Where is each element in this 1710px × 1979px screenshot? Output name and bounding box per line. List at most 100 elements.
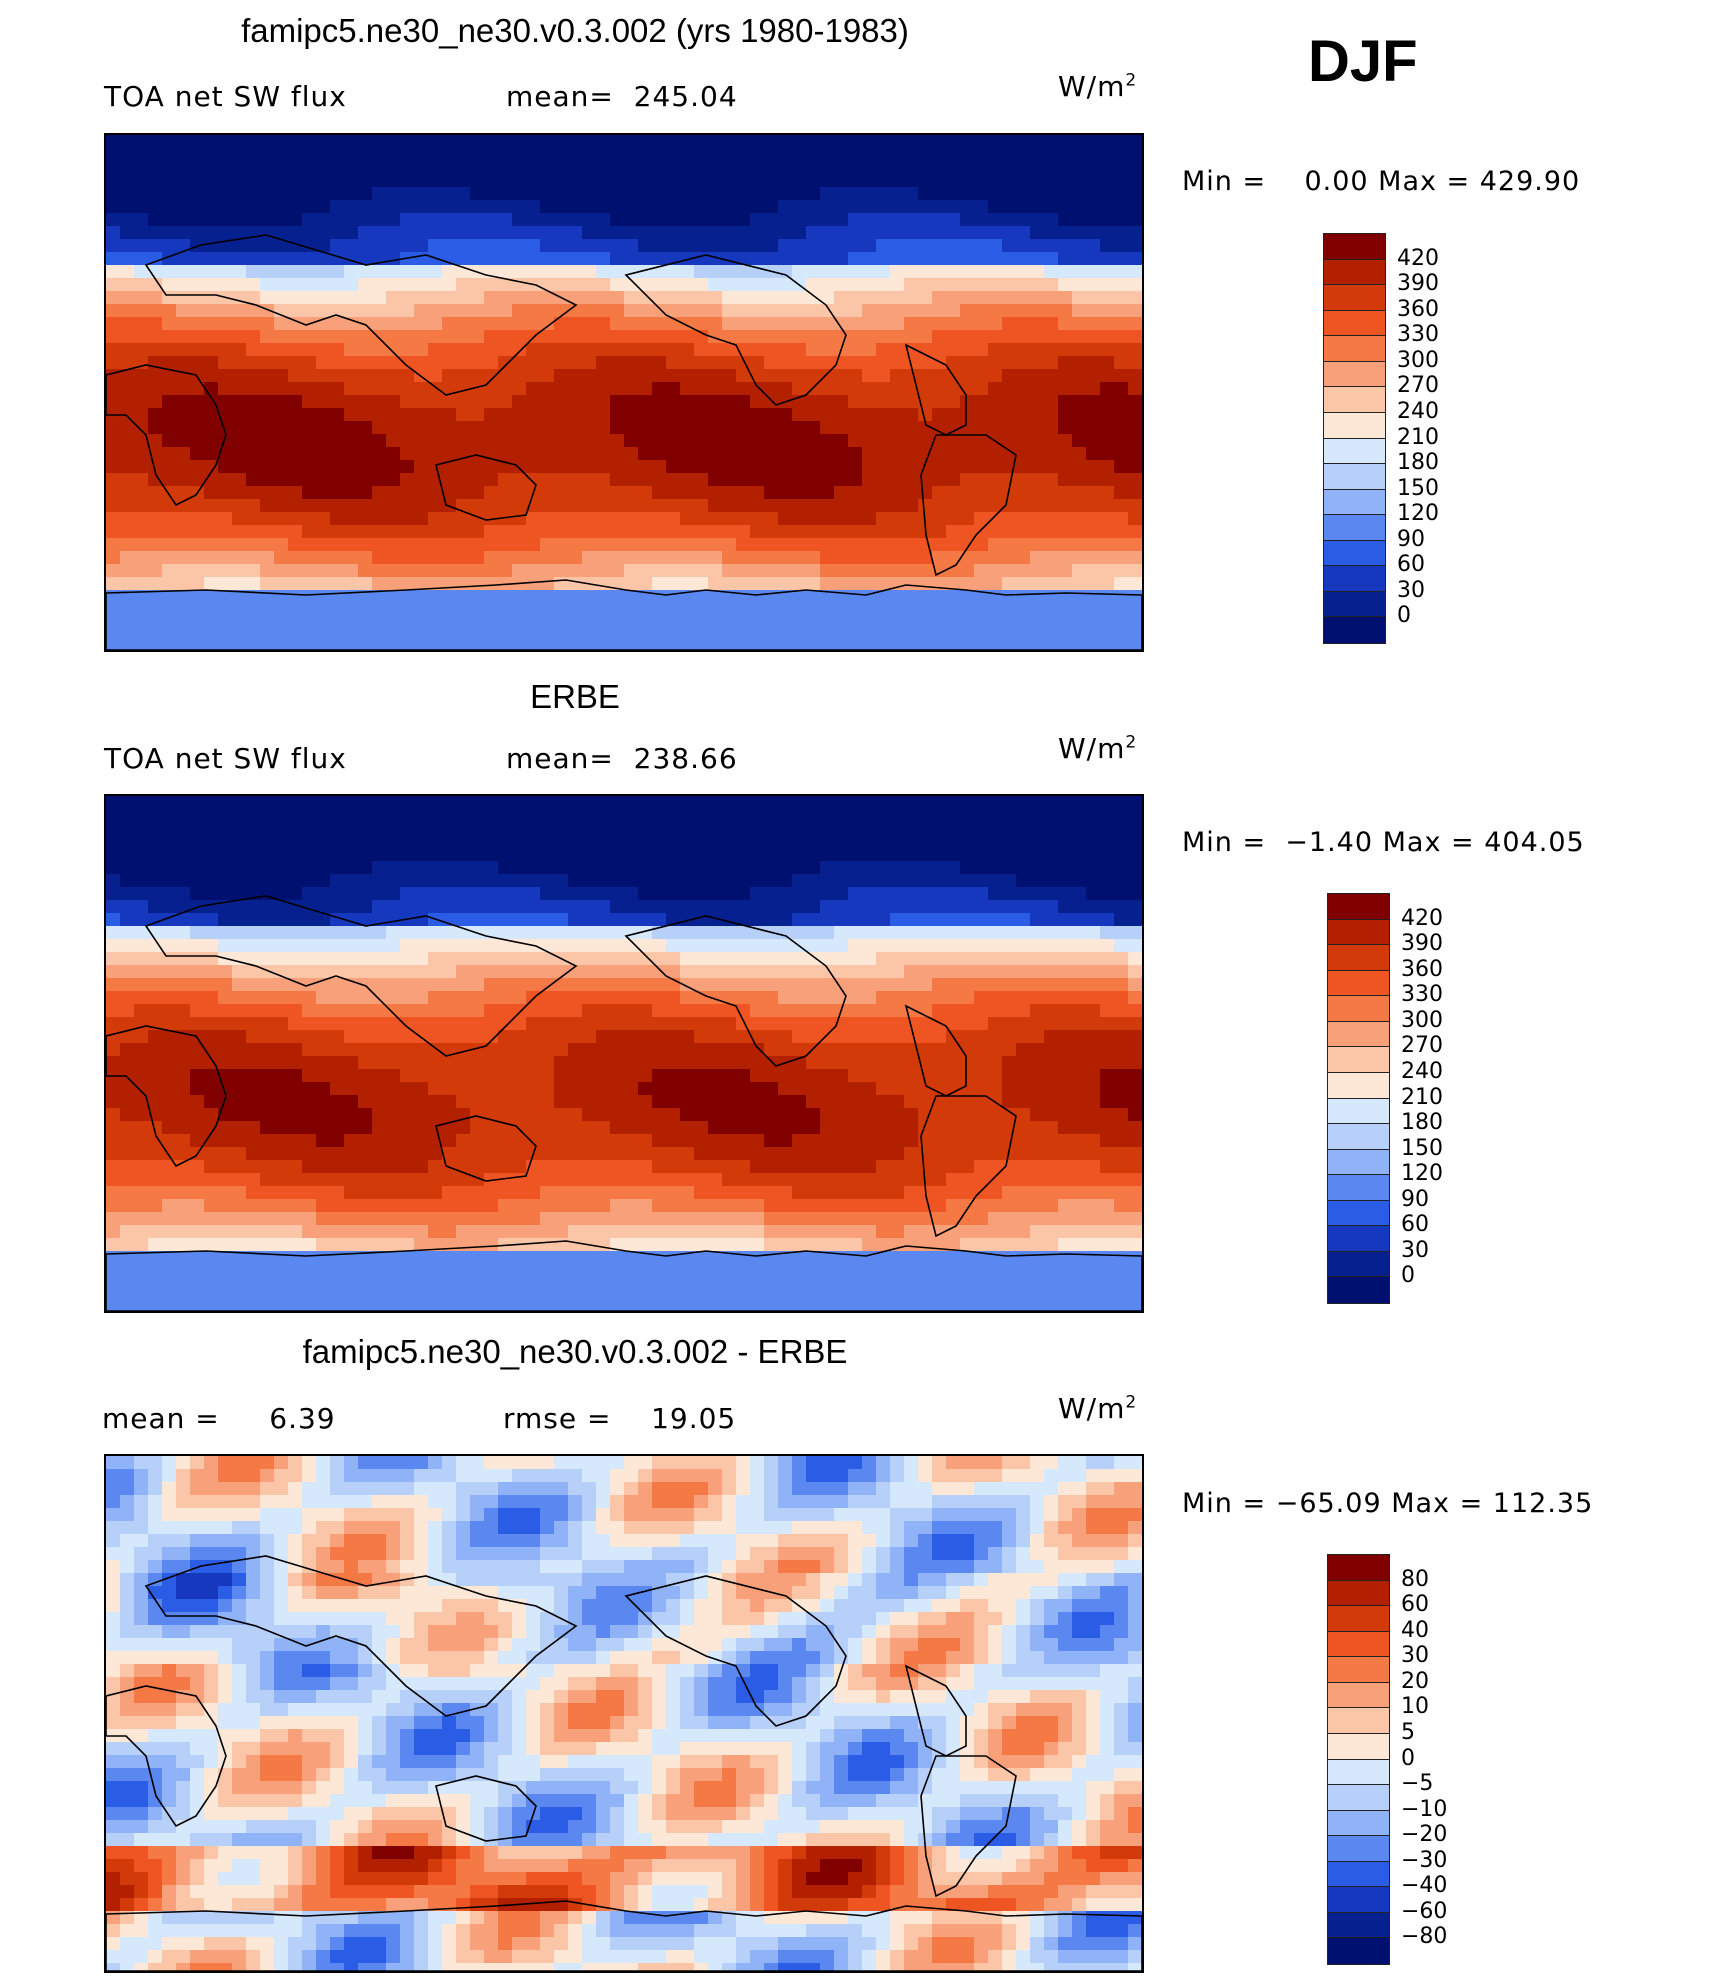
panel-2-map bbox=[104, 794, 1144, 1313]
colorbar-swatch bbox=[1328, 1098, 1389, 1125]
colorbar-tick-label: 30 bbox=[1401, 1643, 1429, 1669]
colorbar-swatch bbox=[1328, 1887, 1389, 1913]
coastline bbox=[144, 1555, 578, 1717]
colorbar-swatch bbox=[1324, 285, 1385, 311]
panel-3-minmax: Min = −65.09 Max = 112.35 bbox=[1182, 1488, 1594, 1519]
colorbar-swatch bbox=[1328, 1047, 1389, 1073]
colorbar-tick-label: 120 bbox=[1397, 501, 1439, 527]
colorbar-swatch bbox=[1324, 438, 1385, 465]
panel-1-mean: mean= 245.04 bbox=[506, 80, 738, 113]
colorbar-swatch bbox=[1324, 540, 1385, 567]
colorbar-tick-label: 150 bbox=[1401, 1135, 1443, 1161]
coastline bbox=[624, 1575, 847, 1727]
colorbar-tick-label: 5 bbox=[1401, 1719, 1415, 1745]
colorbar-swatch bbox=[1328, 1021, 1389, 1048]
panel-1-map bbox=[104, 133, 1144, 652]
colorbar-tick-label: 20 bbox=[1401, 1668, 1429, 1694]
colorbar-swatch bbox=[1328, 1226, 1389, 1252]
colorbar-tick-label: −5 bbox=[1401, 1771, 1434, 1797]
colorbar-swatch bbox=[1328, 1555, 1389, 1581]
colorbar-swatch bbox=[1328, 1861, 1389, 1888]
coastline bbox=[920, 1755, 1017, 1898]
colorbar-tick-label: 120 bbox=[1401, 1161, 1443, 1187]
colorbar-tick-label: 80 bbox=[1401, 1566, 1429, 1592]
panel-2-mean: mean= 238.66 bbox=[506, 742, 738, 775]
colorbar-swatch bbox=[1328, 1251, 1389, 1278]
colorbar-swatch bbox=[1328, 1657, 1389, 1683]
colorbar-tick-label: 150 bbox=[1397, 475, 1439, 501]
colorbar-swatch bbox=[1328, 1785, 1389, 1811]
coastline bbox=[106, 364, 227, 507]
colorbar-swatch bbox=[1328, 1606, 1389, 1632]
colorbar-swatch bbox=[1328, 1200, 1389, 1227]
colorbar-tick-label: 0 bbox=[1401, 1745, 1415, 1771]
colorbar-swatch bbox=[1328, 970, 1389, 997]
colorbar-tick-label: 300 bbox=[1397, 347, 1439, 373]
colorbar-tick-label: 60 bbox=[1397, 552, 1425, 578]
colorbar-tick-label: 30 bbox=[1397, 577, 1425, 603]
colorbar-swatch bbox=[1324, 464, 1385, 490]
colorbar-tick-label: 390 bbox=[1397, 271, 1439, 297]
colorbar-tick-label: 0 bbox=[1401, 1263, 1415, 1289]
colorbar-swatch bbox=[1328, 1733, 1389, 1760]
colorbar-swatches bbox=[1327, 893, 1390, 1304]
colorbar-swatch bbox=[1324, 515, 1385, 541]
coastline bbox=[904, 1004, 967, 1097]
coastline bbox=[106, 1900, 1142, 1971]
colorbar-swatch bbox=[1328, 1124, 1389, 1150]
coastline bbox=[435, 454, 537, 521]
colorbar-swatch bbox=[1328, 1938, 1389, 1964]
colorbar-tick-label: 360 bbox=[1401, 956, 1443, 982]
colorbar-tick-label: 40 bbox=[1401, 1617, 1429, 1643]
colorbar-swatches bbox=[1327, 1554, 1390, 1965]
panel-1-colorbar: 420 390 360 330 300 270 240 210 180 150 120 90 60 30 0 bbox=[1323, 233, 1439, 644]
colorbar-swatch bbox=[1328, 1682, 1389, 1709]
colorbar-tick-label: −60 bbox=[1401, 1898, 1448, 1924]
colorbar-tick-label: 240 bbox=[1401, 1058, 1443, 1084]
panel-2-colorbar: 420 390 360 330 300 270 240 210 180 150 120 90 60 30 0 bbox=[1327, 893, 1443, 1304]
colorbar-swatch bbox=[1324, 310, 1385, 337]
colorbar-tick-label: 270 bbox=[1401, 1033, 1443, 1059]
colorbar-tick-label: −20 bbox=[1401, 1822, 1448, 1848]
colorbar-tick-label: 420 bbox=[1397, 245, 1439, 271]
panel-3-map bbox=[104, 1454, 1144, 1973]
colorbar-swatches bbox=[1323, 233, 1386, 644]
panel-2-title: ERBE bbox=[530, 678, 620, 715]
colorbar-swatch bbox=[1324, 412, 1385, 439]
colorbar-tick-label: 210 bbox=[1397, 424, 1439, 450]
colorbar-tick-label: −40 bbox=[1401, 1873, 1448, 1899]
coastline bbox=[624, 915, 847, 1067]
coastline bbox=[920, 1095, 1017, 1238]
colorbar-tick-label: 330 bbox=[1397, 322, 1439, 348]
coastline bbox=[106, 579, 1142, 650]
colorbar-tick-label: 60 bbox=[1401, 1592, 1429, 1618]
panel-2-minmax: Min = −1.40 Max = 404.05 bbox=[1182, 827, 1585, 858]
colorbar-swatch bbox=[1324, 566, 1385, 592]
colorbar-tick-label: 90 bbox=[1397, 526, 1425, 552]
colorbar-swatch bbox=[1328, 1175, 1389, 1201]
colorbar-swatch bbox=[1324, 617, 1385, 643]
colorbar-swatch bbox=[1324, 234, 1385, 260]
coastline bbox=[904, 343, 967, 436]
panel-3-rmse: rmse = 19.05 bbox=[503, 1402, 737, 1435]
colorbar-swatch bbox=[1328, 1708, 1389, 1734]
colorbar-tick-label: 180 bbox=[1397, 450, 1439, 476]
colorbar-swatch bbox=[1328, 1277, 1389, 1303]
colorbar-tick-label: 60 bbox=[1401, 1212, 1429, 1238]
colorbar-swatch bbox=[1328, 894, 1389, 920]
season-label: DJF bbox=[1308, 29, 1418, 94]
colorbar-tick-label: 10 bbox=[1401, 1694, 1429, 1720]
colorbar-tick-label: 0 bbox=[1397, 603, 1411, 629]
colorbar-tick-label: 210 bbox=[1401, 1084, 1443, 1110]
colorbar-tick-label: 390 bbox=[1401, 931, 1443, 957]
colorbar-tick-label: 90 bbox=[1401, 1186, 1429, 1212]
coastline bbox=[144, 895, 578, 1057]
panel-3-contour-map bbox=[106, 1456, 1142, 1971]
panel-1-title: famipc5.ne30_ne30.v0.3.002 (yrs 1980-198… bbox=[241, 12, 909, 49]
colorbar-tick-label: 300 bbox=[1401, 1007, 1443, 1033]
panel-3-colorbar: 80 60 40 30 20 10 5 0 −5 −10 −20 −30 −40 −60 −80 bbox=[1327, 1554, 1447, 1965]
coastline bbox=[106, 1025, 227, 1168]
coastline bbox=[920, 434, 1017, 577]
colorbar-tick-label: 420 bbox=[1401, 905, 1443, 931]
colorbar-swatch bbox=[1324, 259, 1385, 286]
